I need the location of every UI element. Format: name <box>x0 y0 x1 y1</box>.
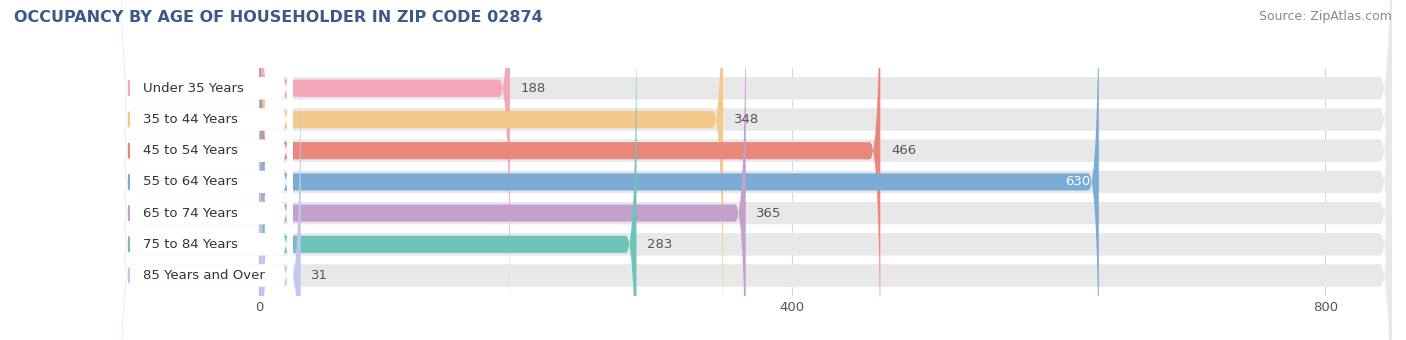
Text: Source: ZipAtlas.com: Source: ZipAtlas.com <box>1258 10 1392 23</box>
FancyBboxPatch shape <box>260 0 723 340</box>
FancyBboxPatch shape <box>120 0 292 340</box>
Text: 55 to 64 Years: 55 to 64 Years <box>143 175 239 188</box>
Text: 283: 283 <box>647 238 672 251</box>
FancyBboxPatch shape <box>120 6 292 340</box>
FancyBboxPatch shape <box>120 0 292 340</box>
FancyBboxPatch shape <box>120 0 292 327</box>
Text: 31: 31 <box>311 269 329 282</box>
Text: 75 to 84 Years: 75 to 84 Years <box>143 238 239 251</box>
Text: 35 to 44 Years: 35 to 44 Years <box>143 113 239 126</box>
Text: OCCUPANCY BY AGE OF HOUSEHOLDER IN ZIP CODE 02874: OCCUPANCY BY AGE OF HOUSEHOLDER IN ZIP C… <box>14 10 543 25</box>
FancyBboxPatch shape <box>260 0 745 340</box>
Text: 45 to 54 Years: 45 to 54 Years <box>143 144 239 157</box>
Text: 630: 630 <box>1066 175 1091 188</box>
Text: 85 Years and Over: 85 Years and Over <box>143 269 266 282</box>
FancyBboxPatch shape <box>120 6 1392 340</box>
FancyBboxPatch shape <box>120 0 1392 340</box>
FancyBboxPatch shape <box>260 34 301 340</box>
FancyBboxPatch shape <box>120 0 292 340</box>
FancyBboxPatch shape <box>120 0 1392 340</box>
FancyBboxPatch shape <box>260 0 1099 340</box>
Text: 365: 365 <box>756 207 782 220</box>
Text: 188: 188 <box>520 82 546 95</box>
FancyBboxPatch shape <box>120 37 292 340</box>
Text: 348: 348 <box>734 113 759 126</box>
FancyBboxPatch shape <box>120 0 1392 340</box>
FancyBboxPatch shape <box>120 0 292 340</box>
Text: Under 35 Years: Under 35 Years <box>143 82 245 95</box>
Text: 466: 466 <box>891 144 917 157</box>
FancyBboxPatch shape <box>120 0 1392 340</box>
Text: 65 to 74 Years: 65 to 74 Years <box>143 207 239 220</box>
FancyBboxPatch shape <box>260 0 510 329</box>
FancyBboxPatch shape <box>260 0 880 340</box>
FancyBboxPatch shape <box>120 0 1392 340</box>
FancyBboxPatch shape <box>260 3 637 340</box>
FancyBboxPatch shape <box>120 0 1392 340</box>
